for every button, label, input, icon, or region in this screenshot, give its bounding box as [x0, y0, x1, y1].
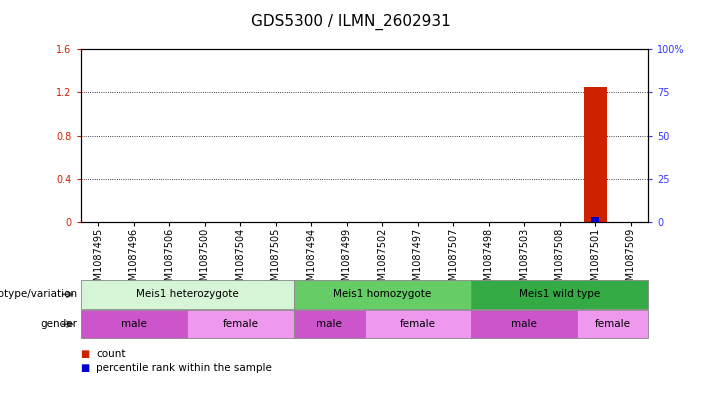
Text: female: female [222, 319, 258, 329]
Text: genotype/variation: genotype/variation [0, 289, 77, 299]
Bar [584, 87, 607, 222]
Text: count: count [96, 349, 125, 359]
Text: male: male [316, 319, 342, 329]
Text: percentile rank within the sample: percentile rank within the sample [96, 363, 272, 373]
Text: ■: ■ [81, 363, 90, 373]
Text: gender: gender [40, 319, 77, 329]
Text: Meis1 wild type: Meis1 wild type [519, 289, 600, 299]
Text: female: female [595, 319, 631, 329]
Text: Meis1 homozygote: Meis1 homozygote [333, 289, 431, 299]
Text: female: female [400, 319, 436, 329]
Text: ■: ■ [81, 349, 90, 359]
Text: Meis1 heterozygote: Meis1 heterozygote [136, 289, 238, 299]
Text: male: male [121, 319, 147, 329]
Text: male: male [511, 319, 537, 329]
Bar [591, 217, 599, 222]
Text: GDS5300 / ILMN_2602931: GDS5300 / ILMN_2602931 [251, 14, 450, 30]
